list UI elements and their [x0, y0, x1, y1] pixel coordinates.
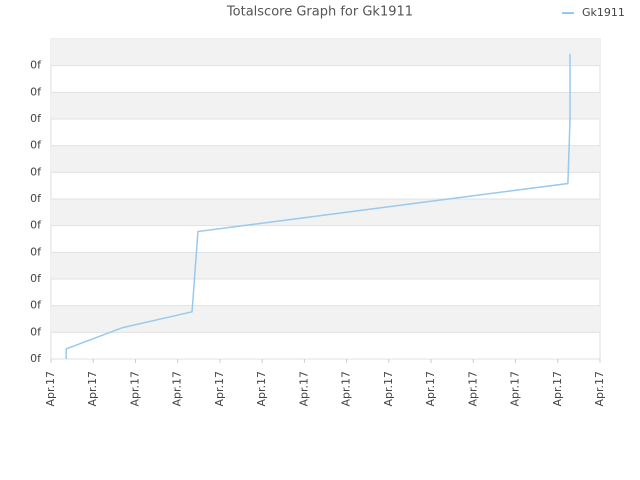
- x-tick-label: Apr.17: [382, 371, 395, 407]
- x-tick-label: Apr.17: [171, 371, 184, 407]
- y-tick-label: 0f: [30, 59, 42, 72]
- band: [51, 39, 600, 66]
- band: [51, 305, 600, 333]
- band: [51, 92, 600, 119]
- y-tick-label: 0f: [30, 165, 42, 178]
- x-tick-label: Apr.17: [593, 371, 606, 407]
- y-tick-label: 0f: [30, 352, 42, 365]
- x-tick-label: Apr.17: [213, 371, 226, 407]
- series-line: [65, 53, 571, 359]
- y-tick-label: 0f: [30, 139, 42, 152]
- y-tick-label: 0f: [30, 245, 42, 258]
- x-tick-label: Apr.17: [128, 371, 141, 407]
- x-tick-label: Apr.17: [424, 371, 437, 407]
- y-tick-label: 0f: [30, 112, 42, 125]
- y-tick-label: 0f: [30, 299, 42, 312]
- band: [51, 252, 600, 279]
- band: [51, 145, 600, 173]
- x-tick-label: Apr.17: [466, 371, 479, 407]
- y-tick-label: 0f: [30, 219, 42, 232]
- y-tick-label: 0f: [30, 272, 42, 285]
- x-tick-label: Apr.17: [297, 371, 310, 407]
- x-tick-label: Apr.17: [340, 371, 353, 407]
- x-tick-label: Apr.17: [86, 371, 99, 407]
- chart-title: Totalscore Graph for Gk1911: [226, 5, 413, 20]
- x-tick-label: Apr.17: [44, 371, 57, 407]
- legend-label: Gk1911: [582, 6, 625, 19]
- x-tick-label: Apr.17: [255, 371, 268, 407]
- y-tick-label: 0f: [30, 85, 42, 98]
- x-tick-label: Apr.17: [509, 371, 522, 407]
- y-tick-label: 0f: [30, 325, 42, 338]
- y-tick-label: 0f: [30, 192, 42, 205]
- band: [51, 199, 600, 226]
- x-tick-label: Apr.17: [551, 371, 564, 407]
